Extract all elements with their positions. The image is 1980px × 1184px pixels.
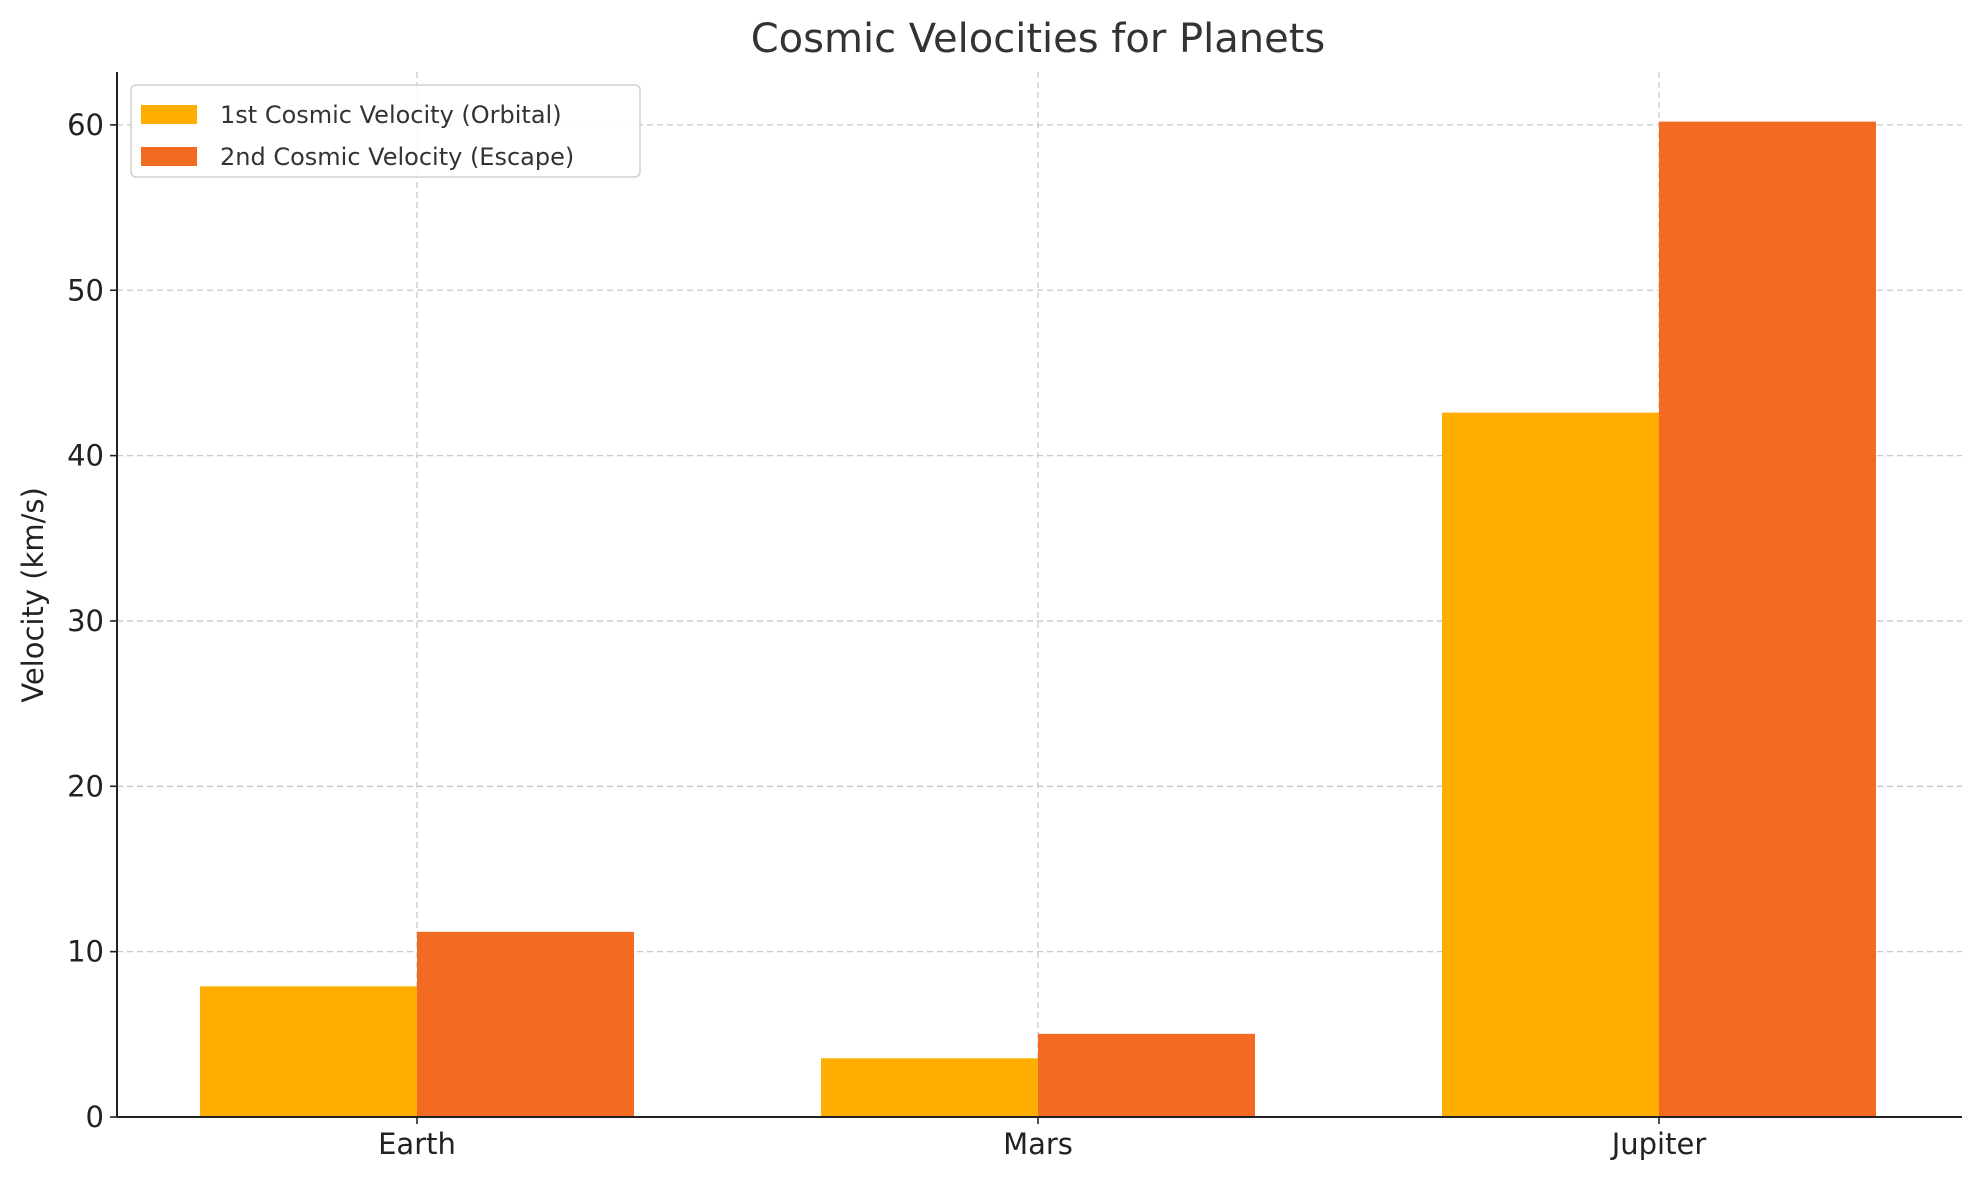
x-tick-label: Jupiter [1610, 1127, 1707, 1161]
bar-escape-jupiter [1659, 121, 1876, 1117]
legend-swatch [141, 147, 197, 166]
x-tick-label: Earth [378, 1127, 456, 1161]
legend-swatch [141, 105, 197, 124]
y-axis-label: Velocity (km/s) [16, 487, 50, 703]
y-tick-label: 40 [67, 439, 104, 473]
y-tick-label: 50 [67, 273, 104, 307]
bar-orbital-earth [200, 986, 417, 1117]
y-tick-label: 30 [67, 604, 104, 638]
legend-box [130, 84, 641, 178]
y-tick-label: 20 [67, 769, 104, 803]
bar-orbital-mars [821, 1058, 1038, 1117]
bar-escape-earth [417, 931, 634, 1117]
legend-label: 1st Cosmic Velocity (Orbital) [220, 101, 562, 129]
bar-escape-mars [1038, 1033, 1255, 1117]
y-tick-label: 60 [67, 108, 104, 142]
legend-label: 2nd Cosmic Velocity (Escape) [220, 143, 574, 171]
axes: 0 10 20 30 40 50 60 Earth Mars Jupiter [67, 72, 1962, 1161]
bar-orbital-jupiter [1442, 412, 1659, 1118]
y-tick-label: 10 [67, 935, 104, 969]
chart-title: Cosmic Velocities for Planets [751, 16, 1326, 62]
legend: 1st Cosmic Velocity (Orbital) 2nd Cosmic … [130, 84, 641, 178]
bars [200, 121, 1876, 1118]
y-tick-label: 0 [86, 1100, 104, 1134]
x-tick-label: Mars [1003, 1127, 1073, 1161]
